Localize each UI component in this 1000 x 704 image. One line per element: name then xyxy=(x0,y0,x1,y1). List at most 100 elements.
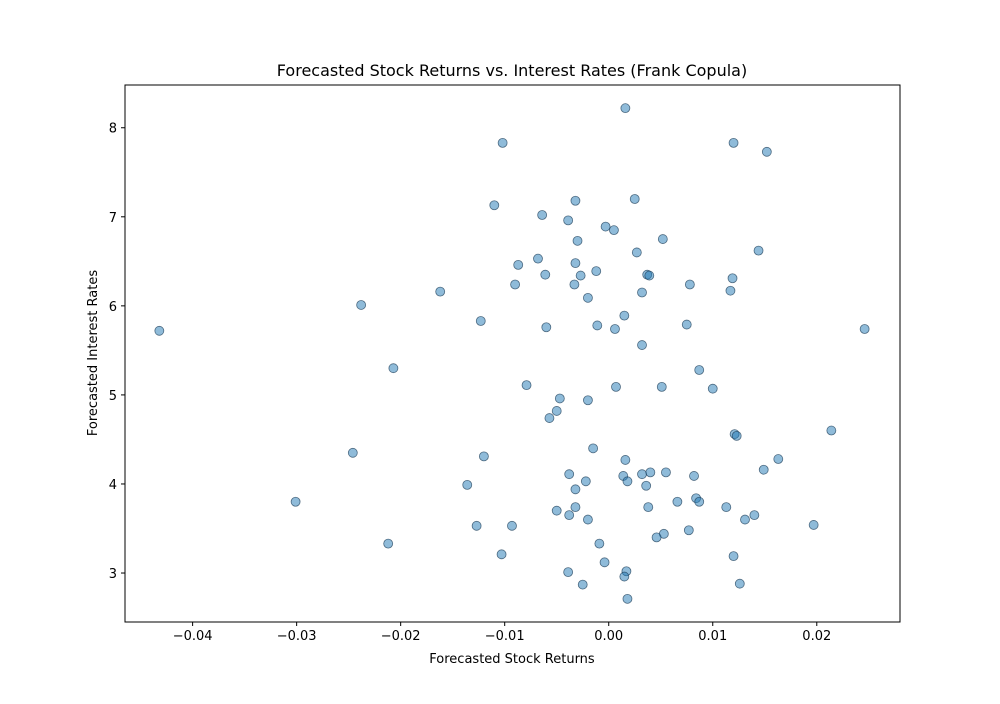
point xyxy=(657,234,668,244)
point xyxy=(734,578,745,589)
point xyxy=(599,557,610,568)
point xyxy=(728,551,739,561)
point xyxy=(773,454,784,464)
point xyxy=(725,285,736,296)
point xyxy=(684,279,695,290)
point xyxy=(570,258,581,269)
point xyxy=(510,279,521,290)
point xyxy=(637,340,647,350)
point xyxy=(489,200,500,211)
point xyxy=(609,225,619,236)
point xyxy=(731,430,742,441)
point xyxy=(570,195,581,206)
y-tick-label: 5 xyxy=(109,389,117,404)
point xyxy=(619,571,630,582)
point xyxy=(656,381,667,392)
point xyxy=(580,476,591,487)
point xyxy=(462,479,473,490)
point xyxy=(644,270,655,281)
point xyxy=(707,383,718,394)
y-tick-label: 7 xyxy=(109,211,117,226)
point xyxy=(154,325,165,336)
point xyxy=(620,103,631,114)
point xyxy=(507,520,517,531)
point xyxy=(749,510,760,521)
point xyxy=(551,406,562,416)
point xyxy=(694,496,705,507)
point xyxy=(496,549,507,560)
point xyxy=(570,484,581,495)
point xyxy=(683,525,694,536)
point xyxy=(541,322,552,333)
point xyxy=(637,287,647,298)
point xyxy=(588,443,599,454)
x-tick-label: 0.01 xyxy=(698,629,727,644)
y-axis-label: Forecasted Interest Rates xyxy=(86,270,101,436)
point xyxy=(808,520,819,530)
point xyxy=(575,270,586,281)
point xyxy=(721,502,732,513)
point xyxy=(540,269,551,280)
point xyxy=(643,502,654,513)
point xyxy=(661,467,671,478)
point xyxy=(471,520,482,531)
point xyxy=(533,253,543,264)
point xyxy=(564,469,575,480)
point xyxy=(475,316,486,326)
point xyxy=(572,235,583,246)
point xyxy=(753,245,764,256)
point xyxy=(347,447,358,458)
point xyxy=(356,300,367,310)
point xyxy=(645,467,656,478)
point xyxy=(594,538,605,549)
point xyxy=(622,476,633,487)
point xyxy=(564,510,575,521)
point xyxy=(826,425,837,436)
point xyxy=(761,146,772,157)
x-tick-label: −0.02 xyxy=(381,629,421,644)
chart-title: Forecasted Stock Returns vs. Interest Ra… xyxy=(277,61,747,80)
y-tick-label: 3 xyxy=(109,567,117,582)
point xyxy=(570,502,581,513)
point xyxy=(583,292,593,303)
point xyxy=(388,363,399,374)
y-tick-label: 6 xyxy=(109,300,117,315)
point xyxy=(619,310,630,321)
point xyxy=(610,324,620,334)
point xyxy=(611,381,621,392)
point xyxy=(651,532,662,543)
point xyxy=(641,480,652,491)
point xyxy=(583,395,593,406)
point xyxy=(435,286,446,297)
point xyxy=(537,210,548,220)
point xyxy=(859,324,870,334)
point xyxy=(569,279,580,290)
point xyxy=(740,514,750,525)
point xyxy=(290,496,301,507)
point xyxy=(478,451,489,462)
x-tick-label: −0.04 xyxy=(173,629,213,644)
plot-frame xyxy=(124,84,901,623)
point xyxy=(600,221,611,232)
y-tick-label: 8 xyxy=(109,122,117,137)
point xyxy=(513,259,524,270)
point xyxy=(497,137,508,148)
point xyxy=(383,538,394,549)
point xyxy=(694,365,705,375)
point xyxy=(672,496,683,507)
x-tick-label: −0.01 xyxy=(485,629,525,644)
point xyxy=(631,247,642,258)
point xyxy=(629,194,640,204)
point xyxy=(727,273,738,284)
point xyxy=(544,413,555,423)
x-axis-label: Forecasted Stock Returns xyxy=(429,652,595,667)
point xyxy=(620,455,631,465)
point xyxy=(521,380,532,391)
point xyxy=(563,215,574,226)
point xyxy=(728,137,739,148)
point xyxy=(637,469,647,480)
point xyxy=(583,514,593,525)
point xyxy=(758,464,769,475)
